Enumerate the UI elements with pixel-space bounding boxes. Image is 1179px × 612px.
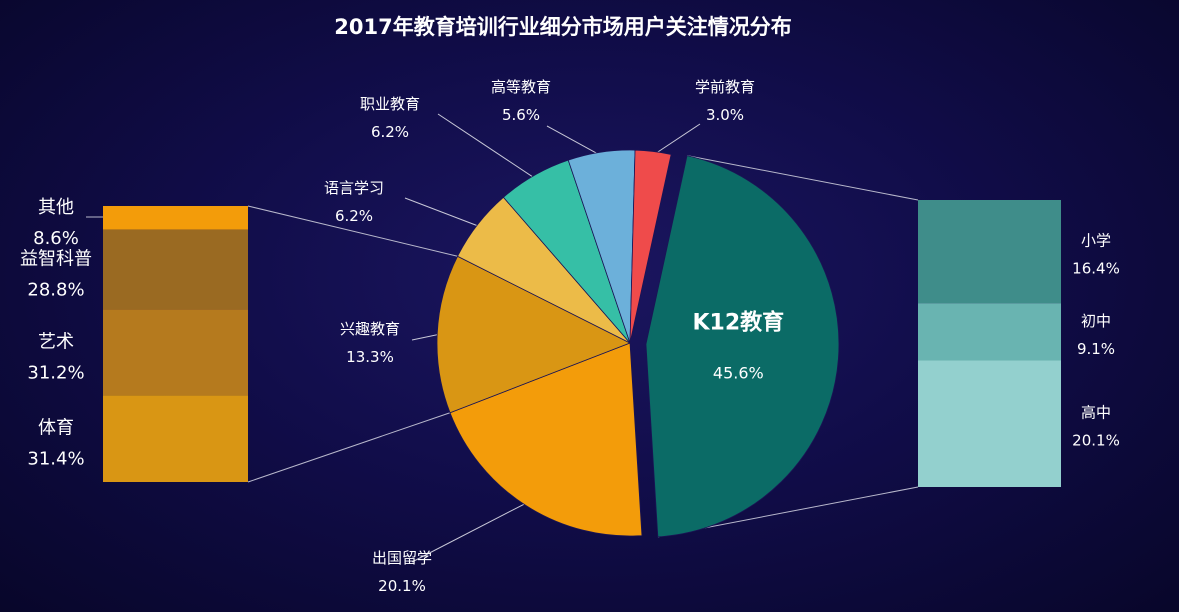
- leader-line: [437, 113, 537, 180]
- breakdown-label-name: 益智科普: [20, 248, 92, 269]
- pie-slice: [629, 149, 672, 344]
- breakdown-segment: [103, 229, 248, 310]
- breakdown-segment: [103, 206, 248, 230]
- breakdown-label-value: 31.4%: [27, 449, 84, 470]
- leader-line: [404, 197, 481, 228]
- breakdown-label-value: 16.4%: [1072, 260, 1120, 278]
- chart-title: 2017年教育培训行业细分市场用户关注情况分布: [334, 15, 791, 39]
- breakdown-segment: [918, 360, 1061, 487]
- slice-label-name: K12教育: [692, 309, 784, 335]
- breakdown-label-name: 其他: [38, 197, 74, 218]
- breakdown-label-value: 8.6%: [33, 228, 79, 249]
- slice-label-value: 45.6%: [713, 363, 764, 382]
- breakdown-label-name: 艺术: [38, 331, 74, 352]
- slice-label-value: 20.1%: [378, 577, 426, 595]
- breakdown-label-value: 20.1%: [1072, 432, 1120, 450]
- slice-label-name: 学前教育: [695, 78, 755, 96]
- slice-label-name: 兴趣教育: [340, 320, 400, 338]
- slice-label-name: 职业教育: [360, 95, 420, 113]
- pie-slice: [449, 342, 643, 537]
- slice-label-name: 语言学习: [324, 179, 384, 197]
- pie-slice: [645, 155, 840, 538]
- breakdown-label-value: 28.8%: [27, 279, 84, 300]
- breakdown-segment: [918, 303, 1061, 361]
- breakdown-label-value: 31.2%: [27, 362, 84, 383]
- connector-line: [247, 205, 458, 257]
- leader-line: [411, 333, 442, 341]
- breakdown-label-name: 体育: [38, 418, 74, 439]
- slice-label-value: 6.2%: [335, 207, 373, 225]
- pie-slice: [436, 255, 631, 414]
- breakdown-segment: [103, 309, 248, 396]
- slice-label-value: 13.3%: [346, 348, 394, 366]
- breakdown-segment: [103, 395, 248, 482]
- breakdown-segment: [918, 200, 1061, 304]
- slice-label-name: 出国留学: [372, 549, 432, 567]
- breakdown-label-name: 高中: [1081, 404, 1111, 422]
- breakdown-label-name: 小学: [1081, 232, 1111, 250]
- slice-label-value: 6.2%: [371, 123, 409, 141]
- leader-line: [546, 125, 603, 157]
- leader-line: [411, 501, 529, 563]
- connector-line: [247, 412, 451, 483]
- slice-label-value: 5.6%: [502, 106, 540, 124]
- leader-line: [652, 123, 701, 156]
- connector-line: [686, 155, 919, 201]
- breakdown-label-name: 初中: [1081, 312, 1111, 330]
- slice-label-name: 高等教育: [491, 78, 551, 96]
- slice-label-value: 3.0%: [706, 106, 744, 124]
- breakdown-label-value: 9.1%: [1077, 340, 1115, 358]
